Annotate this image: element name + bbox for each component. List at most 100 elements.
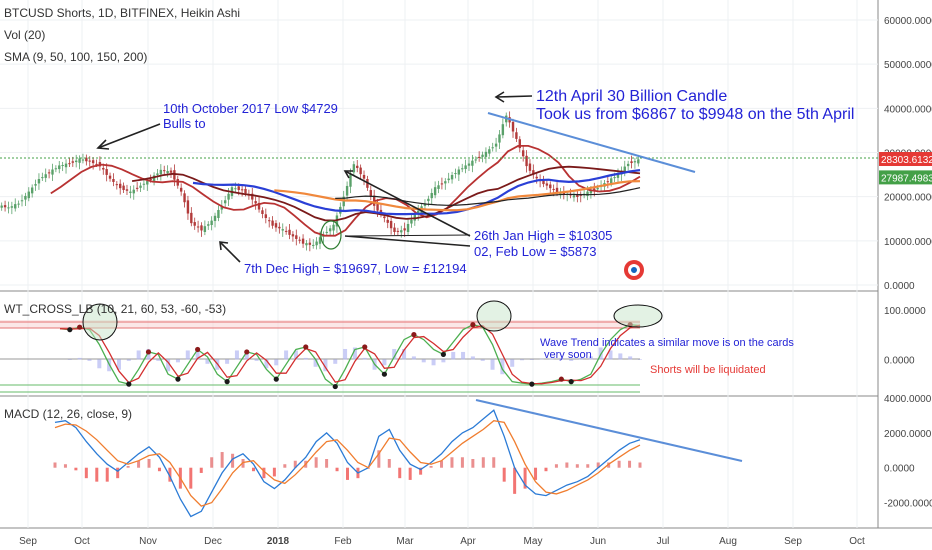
candle-body [28,192,30,199]
candle-body [471,161,473,166]
macd-hist-bar [492,457,495,467]
candle-body [21,200,23,201]
candle-body [397,231,399,232]
candle-body [136,188,138,189]
x-tick-label: 2018 [267,536,290,547]
candle-body [241,189,243,190]
osc-hist-bar [471,356,475,359]
candle-body [78,158,80,162]
candle-body [400,230,402,232]
osc-hist-bar [510,359,514,366]
y-tick-main: 10000.0000 [884,237,932,248]
candle-body [529,164,531,171]
osc-hist-bar [461,352,465,359]
candle-body [244,189,246,193]
macd-hist-bar [148,459,151,468]
candle-body [309,243,311,245]
y-tick-main: 0.0000 [884,281,915,292]
osc-hist-bar [422,359,426,362]
candle-body [139,186,141,188]
macd-hist-bar [85,468,88,478]
osc-hist-bar [491,359,495,369]
cross-dot [244,349,249,354]
candle-body [61,165,63,166]
macd-hist-bar [252,468,255,471]
macd-hist-bar [639,462,642,467]
y-axis-oscillator: 100.00000.0000 [884,306,926,366]
candle-body [217,210,219,218]
apr-circle [477,301,511,331]
candle-body [268,220,270,221]
osc-hist-bar [481,359,485,360]
osc-hist-bar [186,350,190,359]
y-tick-macd: -2000.0000 [884,499,932,510]
candle-body [282,229,284,230]
candle-body [102,168,104,170]
candle-body [613,177,615,178]
cross-dot [195,347,200,352]
osc-hist-bar [97,359,101,368]
candle-body [491,147,493,148]
chart-title: BTCUSD Shorts, 1D, BITFINEX, Heikin Ashi [4,6,240,20]
candle-body [458,170,460,175]
candle-body [481,155,483,157]
osc-hist-bar [628,356,632,359]
candle-body [48,172,50,173]
x-tick-label: Jun [590,536,606,547]
macd-hist-bar [618,461,621,468]
cross-dot [529,382,534,387]
osc-hist-bar [78,358,82,359]
macd-hist-bar [576,464,579,467]
candle-body [475,159,477,160]
candle-body [495,144,497,147]
osc-hist-bar [530,359,534,360]
candle-body [166,171,168,173]
candle-body [444,181,446,183]
macd-panel [54,400,743,517]
macd-hist-bar [158,468,161,471]
candle-body [295,235,297,239]
april-arrow [496,96,532,97]
x-tick-label: Sep [19,536,37,547]
candle-body [45,174,47,178]
candle-body [41,177,43,178]
osc-hist-bar [304,358,308,359]
candle-body [156,173,158,175]
x-tick-label: Aug [719,536,737,547]
candle-body [468,164,470,166]
candle-body [637,159,639,163]
cross-dot [569,379,574,384]
candle-body [285,231,287,232]
candle-body [451,175,453,179]
candle-body [359,168,361,175]
candle-body [187,200,189,213]
price-labels[interactable]: 28303.6132 27987.4983 [879,152,932,184]
candle-body [610,178,612,183]
candle-body [275,223,277,227]
candle-body [298,240,300,241]
x-tick-label: Nov [139,536,157,547]
candle-body [434,187,436,195]
macd-hist-bar [430,466,433,468]
x-tick-label: May [524,536,543,547]
y-axis-macd: 4000.00002000.00000.0000-2000.0000 [884,394,932,510]
cross-dot [146,349,151,354]
candle-body [51,170,53,175]
macd-hist-bar [398,468,401,478]
candle-body [596,188,598,189]
annot-april-took: Took us from $6867 to $9948 on the 5th A… [536,106,854,123]
candle-body [607,181,609,182]
macd-hist-bar [137,461,140,468]
cross-dot [441,352,446,357]
candle-body [89,161,91,162]
y-tick-macd: 4000.0000 [884,394,932,405]
macd-hist-bar [586,464,589,467]
jun-circle [614,305,662,327]
candle-body [370,190,372,196]
osc-hist-bar [284,350,288,359]
candle-body [332,225,334,231]
candle-body [393,228,395,232]
osc-hist-bar [441,359,445,362]
osc-hist-bar [274,359,278,365]
